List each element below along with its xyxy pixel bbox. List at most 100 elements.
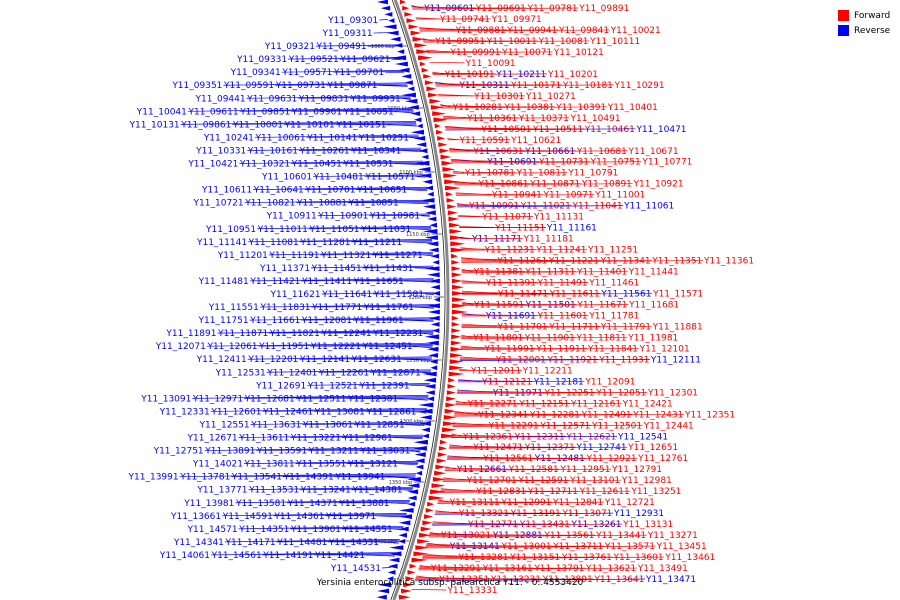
label-connector [385,71,405,74]
gene-label: Y11_13071 [561,509,612,519]
label-connector [247,147,421,151]
reverse-gene [377,588,390,594]
gene-label: Y11_12531 [215,368,266,378]
label-connector [192,395,429,399]
gene-label: Y11_11481 [198,277,249,287]
backbone-edge [390,0,446,600]
gene-label: Y11_11961 [353,316,404,326]
gene-label: Y11_13531 [248,486,299,496]
label-connector [253,186,427,190]
gene-label: Y11_11361 [703,257,754,267]
gene-label: Y11_09631 [246,94,297,104]
forward-gene [401,588,413,594]
label-connector [231,474,416,478]
gene-label: Y11_13781 [179,473,230,483]
gene-label: Y11_09991 [449,48,500,58]
reverse-gene [432,291,440,296]
forward-gene [403,582,414,588]
gene-label: Y11_13451 [656,542,707,552]
gene-label: Y11_09321 [264,42,315,52]
reverse-gene [432,328,440,333]
label-connector [461,337,628,339]
gene-label: Y11_13021 [440,531,491,541]
gene-label: Y11_11211 [351,238,402,248]
reverse-gene [426,241,439,247]
gene-label: Y11_13191 [510,509,561,519]
gene-label: Y11_13941 [334,473,385,483]
gene-label: Y11_12711 [527,487,578,497]
gene-label: Y11_10671 [628,147,679,157]
gene-label: Y11_10681 [576,147,627,157]
gene-label: Y11_10971 [543,191,594,201]
gene-label: Y11_09311 [321,29,372,39]
label-connector [452,171,516,174]
forward-gene [451,334,462,340]
label-connector [369,214,431,217]
reverse-gene [376,0,388,5]
reverse-gene [419,415,432,420]
gene-label: Y11_12611 [579,487,630,497]
gene-label: Y11_14421 [314,551,365,561]
label-connector [304,188,428,190]
label-connector [311,265,434,269]
reverse-gene [420,173,432,178]
gene-label: Y11_10191 [444,70,495,80]
gene-label: Y11_10091 [465,59,516,69]
gene-label: Y11_12631 [351,355,402,365]
gene-label: Y11_10941 [491,191,542,201]
tick-label: 1100 kbp [399,170,423,176]
gene-label: Y11_10901 [317,212,368,222]
gene-label: Y11_11571 [652,290,703,300]
gene-label: Y11_14571 [187,525,238,535]
forward-gene [451,278,463,284]
forward-gene [450,340,462,346]
forward-gene [415,545,430,550]
gene-label: Y11_11441 [628,268,679,278]
label-connector [290,435,423,438]
gene-label: Y11_09831 [298,94,349,104]
gene-label: Y11_11931 [598,355,649,365]
gene-label: Y11_12791 [611,465,662,475]
reverse-gene [430,365,438,371]
gene-label: Y11_12451 [362,342,413,352]
gene-label: Y11_11271 [372,251,423,261]
label-connector [290,527,404,530]
gene-label: Y11_13561 [543,531,594,541]
gene-label: Y11_11641 [321,290,372,300]
label-connector [456,391,647,394]
gene-label: Y11_09741 [439,15,490,25]
label-connector [461,282,589,284]
gene-label: Y11_13351 [438,575,489,585]
tick-label: 1150 kbp [406,232,430,238]
gene-label: Y11_10291 [614,81,665,91]
forward-gene [431,483,446,488]
forward-gene [451,291,465,296]
forward-gene [424,80,434,85]
forward-gene [451,266,461,271]
gene-label: Y11_10121 [553,48,604,58]
gene-label: Y11_13971 [325,512,376,522]
gene-label: Y11_11451 [311,264,362,274]
gene-label: Y11_12741 [575,443,626,453]
gene-label: Y11_09491 [316,42,367,52]
gene-label: Y11_11171 [471,235,522,245]
forward-gene [451,272,462,278]
gene-label: Y11_12211 [522,366,573,376]
gene-label: Y11_11351 [651,257,702,267]
gene-label: Y11_13541 [231,473,282,483]
reverse-gene [430,253,439,259]
gene-label: Y11_11761 [363,303,414,313]
forward-gene [451,297,466,302]
forward-gene [444,179,460,185]
forward-gene [451,322,460,327]
gene-label: Y11_14341 [173,538,224,548]
forward-gene [447,210,458,216]
gene-label: Y11_12201 [247,355,298,365]
label-connector [445,128,636,131]
forward-gene [420,526,432,532]
reverse-gene [407,477,421,482]
reverse-gene [410,111,421,116]
forward-gene [432,477,446,482]
gene-label: Y11_11191 [268,251,319,261]
